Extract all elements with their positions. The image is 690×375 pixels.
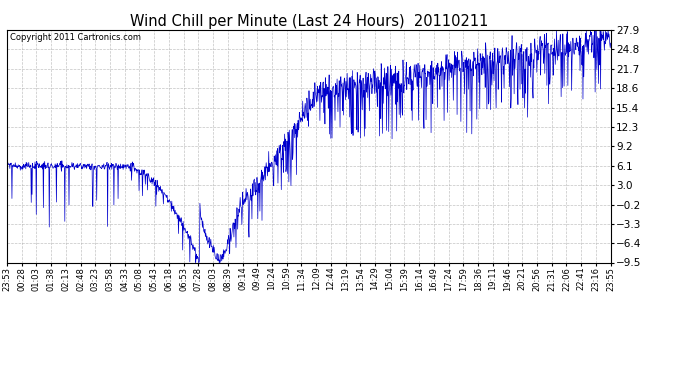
Text: Copyright 2011 Cartronics.com: Copyright 2011 Cartronics.com: [10, 33, 141, 42]
Title: Wind Chill per Minute (Last 24 Hours)  20110211: Wind Chill per Minute (Last 24 Hours) 20…: [130, 14, 488, 29]
